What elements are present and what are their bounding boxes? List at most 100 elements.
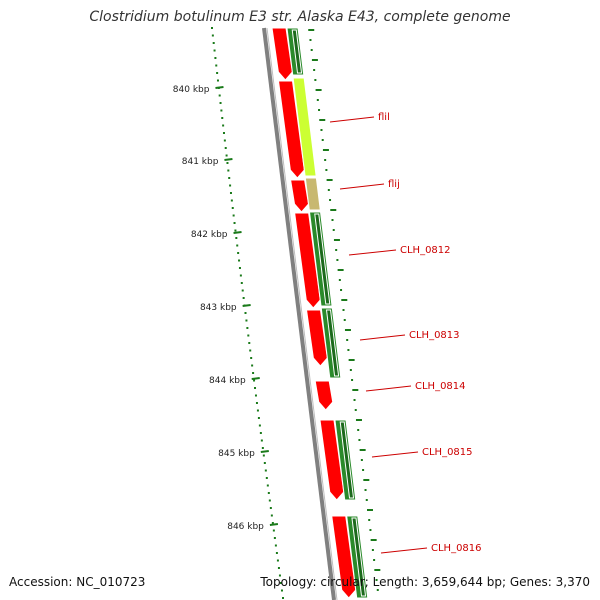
strand-dot bbox=[375, 579, 378, 581]
strand-dot bbox=[351, 379, 354, 381]
strand-dot bbox=[332, 229, 335, 231]
gene-label: flil bbox=[378, 112, 390, 123]
gene-label: CLH_0812 bbox=[400, 245, 451, 256]
ruler-dot bbox=[254, 394, 257, 397]
strand-dot bbox=[309, 39, 312, 41]
green-feature-stripe bbox=[351, 517, 367, 597]
ruler-dot bbox=[245, 319, 248, 322]
strand-dot bbox=[329, 199, 332, 201]
strand-dot bbox=[371, 549, 374, 551]
strand-dot bbox=[314, 79, 317, 81]
red-feature-arrow bbox=[319, 419, 345, 501]
ruler-dot bbox=[214, 57, 217, 59]
red-feature-arrow bbox=[271, 27, 293, 81]
ruler-dot bbox=[263, 462, 266, 464]
ruler-dot bbox=[231, 207, 234, 209]
red-feature-track bbox=[271, 27, 357, 599]
ruler-dot bbox=[251, 364, 254, 367]
ruler-dot bbox=[221, 117, 224, 119]
gene-label: CLH_0814 bbox=[415, 381, 466, 392]
gene-label: CLH_0813 bbox=[409, 330, 460, 341]
strand-dot bbox=[342, 309, 345, 311]
strand-dot bbox=[349, 369, 352, 371]
ruler-dot bbox=[216, 72, 219, 74]
ruler-dot bbox=[223, 139, 226, 142]
gene-leader-line bbox=[359, 334, 406, 341]
green-feature-stripe bbox=[339, 421, 355, 499]
strand-dot bbox=[324, 159, 327, 161]
ruler-tick-label: 845 kbp bbox=[218, 449, 255, 459]
ruler-dot bbox=[216, 79, 219, 82]
ruler-major-tick bbox=[233, 231, 242, 234]
red-feature-arrow bbox=[290, 179, 310, 213]
red-feature-arrow bbox=[277, 80, 305, 179]
strand-dot bbox=[331, 219, 334, 221]
gene-label: CLH_0815 bbox=[422, 447, 473, 458]
ruler-dot bbox=[273, 537, 276, 539]
ruler-tick-label: 846 kbp bbox=[227, 522, 264, 532]
gene-leader-line bbox=[365, 385, 412, 392]
ruler-dot bbox=[240, 282, 243, 284]
strand-dot bbox=[338, 279, 341, 281]
strand-dot bbox=[358, 439, 361, 441]
strand-dot bbox=[335, 249, 338, 251]
ruler-dot bbox=[215, 64, 218, 67]
strand-dot bbox=[357, 429, 360, 431]
ruler-dot bbox=[229, 192, 232, 194]
red-feature-arrow bbox=[305, 309, 328, 367]
ruler-tick-label: 840 kbp bbox=[173, 85, 210, 95]
strand-dot bbox=[360, 459, 363, 461]
ruler-dot bbox=[279, 582, 282, 584]
strand-dot bbox=[321, 139, 324, 141]
ruler-dot bbox=[269, 507, 272, 509]
strand-dot bbox=[340, 289, 343, 291]
ruler-dot bbox=[248, 342, 251, 344]
ruler-dot bbox=[282, 597, 284, 599]
ruler-major-tick bbox=[224, 158, 233, 161]
ruler-dot bbox=[270, 514, 273, 517]
ruler-dot bbox=[238, 259, 241, 262]
backbone-outer bbox=[262, 27, 336, 600]
ruler-dot bbox=[267, 492, 270, 494]
strand-dot bbox=[346, 339, 349, 341]
green-feature-stripe bbox=[291, 29, 303, 74]
green-feature-stripe bbox=[325, 309, 340, 377]
ruler-dot bbox=[241, 289, 244, 292]
ruler-dot bbox=[235, 237, 238, 239]
ruler-dot bbox=[239, 274, 242, 277]
ruler-dot bbox=[212, 42, 215, 44]
ruler-dot bbox=[265, 477, 268, 479]
ruler-dot bbox=[262, 454, 265, 457]
ruler-dot bbox=[249, 349, 252, 352]
ruler-dot bbox=[218, 94, 221, 97]
red-feature-arrow bbox=[314, 380, 334, 411]
ruler-dot bbox=[234, 229, 237, 232]
green-feature-stripe bbox=[314, 213, 331, 305]
red-feature-arrow bbox=[294, 212, 321, 309]
ruler-dot bbox=[227, 169, 230, 172]
ruler-dot bbox=[232, 214, 235, 217]
gene-leader-line bbox=[329, 116, 375, 123]
strand-dot bbox=[373, 559, 376, 561]
ruler-dot bbox=[260, 439, 263, 442]
accession-text: Accession: NC_010723 bbox=[9, 575, 146, 589]
ruler-dot bbox=[228, 177, 231, 179]
ruler-dot bbox=[226, 162, 229, 164]
ruler-dot bbox=[213, 49, 216, 52]
strand-dot bbox=[325, 169, 328, 171]
ruler-dot bbox=[230, 199, 233, 202]
backbone-inner bbox=[266, 27, 338, 600]
strand-dot bbox=[343, 319, 346, 321]
ruler-dot bbox=[259, 432, 262, 434]
strand-dot bbox=[336, 259, 339, 261]
ruler-dot bbox=[233, 222, 236, 224]
strand-dot bbox=[320, 129, 323, 131]
ruler-dot bbox=[237, 252, 240, 254]
ruler-dot bbox=[236, 244, 239, 247]
ruler-dot bbox=[272, 529, 275, 532]
ruler-dot bbox=[246, 327, 249, 329]
ruler-dot bbox=[266, 484, 269, 487]
figure-title: Clostridium botulinum E3 str. Alaska E43… bbox=[89, 9, 511, 25]
ruler-dot bbox=[255, 402, 258, 404]
